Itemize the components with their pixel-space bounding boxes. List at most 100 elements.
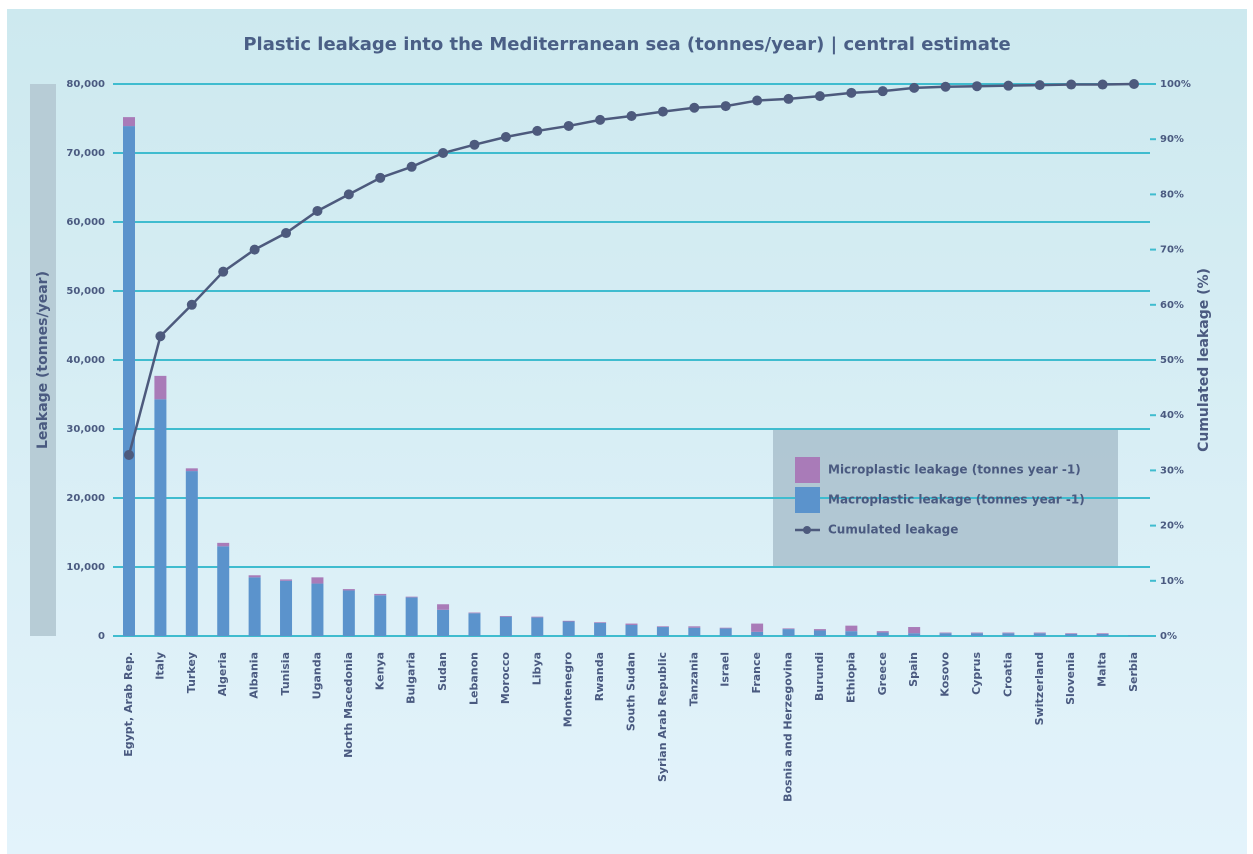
cumulative-point — [814, 91, 825, 102]
bar — [908, 633, 921, 636]
bar — [594, 622, 607, 636]
cumulative-point — [689, 102, 700, 113]
y-tick-label: 60,000 — [66, 217, 105, 228]
bar — [217, 546, 230, 636]
cumulative-point — [1034, 80, 1045, 91]
y-tick-label: 20,000 — [66, 493, 105, 504]
bar — [1096, 633, 1109, 634]
cumulative-point — [720, 101, 731, 112]
x-tick-label: Lebanon — [467, 652, 480, 705]
cumulative-point — [1129, 79, 1139, 89]
bar — [845, 625, 858, 632]
bar — [342, 590, 355, 636]
y2-tick-label: 0% — [1160, 631, 1177, 642]
bar — [437, 609, 450, 636]
x-tick-label: Greece — [876, 652, 889, 695]
bar — [719, 627, 732, 629]
y-tick-label: 30,000 — [66, 424, 105, 435]
bar — [499, 615, 512, 617]
bar — [562, 620, 575, 622]
bar — [813, 629, 826, 631]
cumulative-point — [877, 86, 888, 97]
x-tick-label: North Macedonia — [342, 652, 355, 758]
y2-tick-label: 10% — [1160, 576, 1184, 587]
bar — [782, 629, 795, 636]
cumulative-point — [532, 125, 543, 136]
legend-swatch — [795, 487, 820, 513]
bar — [1033, 633, 1046, 636]
bar — [908, 627, 921, 634]
cumulative-point — [1097, 79, 1108, 90]
y2-tick-label: 50% — [1160, 355, 1184, 366]
bar — [782, 628, 795, 630]
x-tick-label: Croatia — [1001, 652, 1014, 697]
cumulative-point — [500, 131, 511, 142]
bar — [123, 126, 135, 636]
x-tick-label: Cyprus — [970, 652, 983, 695]
x-tick-label: Morocco — [499, 652, 512, 705]
cumulative-point — [563, 120, 574, 131]
bar — [1065, 633, 1078, 634]
y-tick-label: 0 — [98, 631, 105, 642]
bar — [468, 613, 481, 636]
cumulative-point — [438, 148, 449, 158]
x-tick-label: Burundi — [813, 652, 826, 701]
x-tick-label: Bulgaria — [405, 652, 418, 704]
chart-title: Plastic leakage into the Mediterranean s… — [243, 34, 1010, 55]
cumulative-point — [469, 139, 480, 150]
cumulative-point — [281, 228, 292, 239]
bar — [939, 632, 952, 634]
x-tick-label: Turkey — [185, 652, 198, 693]
x-tick-label: Libya — [530, 652, 543, 685]
cumulative-point — [312, 205, 323, 216]
bar — [280, 580, 293, 636]
bar — [248, 577, 261, 636]
cumulative-point — [343, 189, 354, 200]
cumulative-point — [657, 106, 668, 117]
bar — [248, 575, 261, 578]
y-tick-label: 70,000 — [66, 148, 105, 159]
bar — [1002, 633, 1015, 636]
legend-label: Macroplastic leakage (tonnes year -1) — [828, 493, 1085, 507]
bar — [374, 593, 387, 596]
cumulative-point — [186, 299, 197, 310]
legend-label: Cumulated leakage — [828, 523, 958, 537]
x-tick-label: France — [750, 652, 763, 693]
bar — [688, 627, 701, 636]
x-tick-label: Rwanda — [593, 652, 606, 701]
cumulative-point — [1003, 80, 1014, 91]
y2-tick-label: 20% — [1160, 521, 1184, 532]
cumulative-point — [155, 331, 166, 342]
x-tick-label: Tanzania — [687, 652, 700, 706]
x-tick-label: Egypt, Arab Rep. — [122, 652, 135, 757]
cumulative-point — [1066, 79, 1077, 90]
cumulative-point — [375, 172, 386, 183]
y-tick-label: 10,000 — [66, 562, 105, 573]
bar — [688, 626, 701, 628]
cumulative-point — [626, 111, 637, 122]
cumulative-point — [595, 114, 606, 125]
x-tick-label: Serbia — [1127, 652, 1140, 692]
y-axis-label: Leakage (tonnes/year) — [35, 271, 51, 449]
x-tick-label: Syrian Arab Republic — [656, 652, 669, 782]
bar — [280, 579, 293, 581]
x-tick-label: Sudan — [436, 652, 449, 691]
bar — [531, 616, 544, 618]
bar — [876, 631, 889, 633]
bar — [656, 626, 669, 628]
x-tick-label: South Sudan — [625, 652, 638, 731]
bar — [939, 633, 952, 636]
axis-band — [30, 84, 56, 636]
bar — [751, 623, 764, 632]
legend-swatch — [795, 457, 820, 483]
x-tick-label: Slovenia — [1064, 652, 1077, 705]
y-tick-label: 50,000 — [66, 286, 105, 297]
y-tick-label: 40,000 — [66, 355, 105, 366]
bar — [656, 627, 669, 636]
x-tick-label: Italy — [153, 652, 166, 680]
bar — [531, 617, 544, 636]
bar — [154, 375, 167, 400]
cumulative-point — [971, 81, 982, 92]
cumulative-point — [249, 244, 260, 255]
